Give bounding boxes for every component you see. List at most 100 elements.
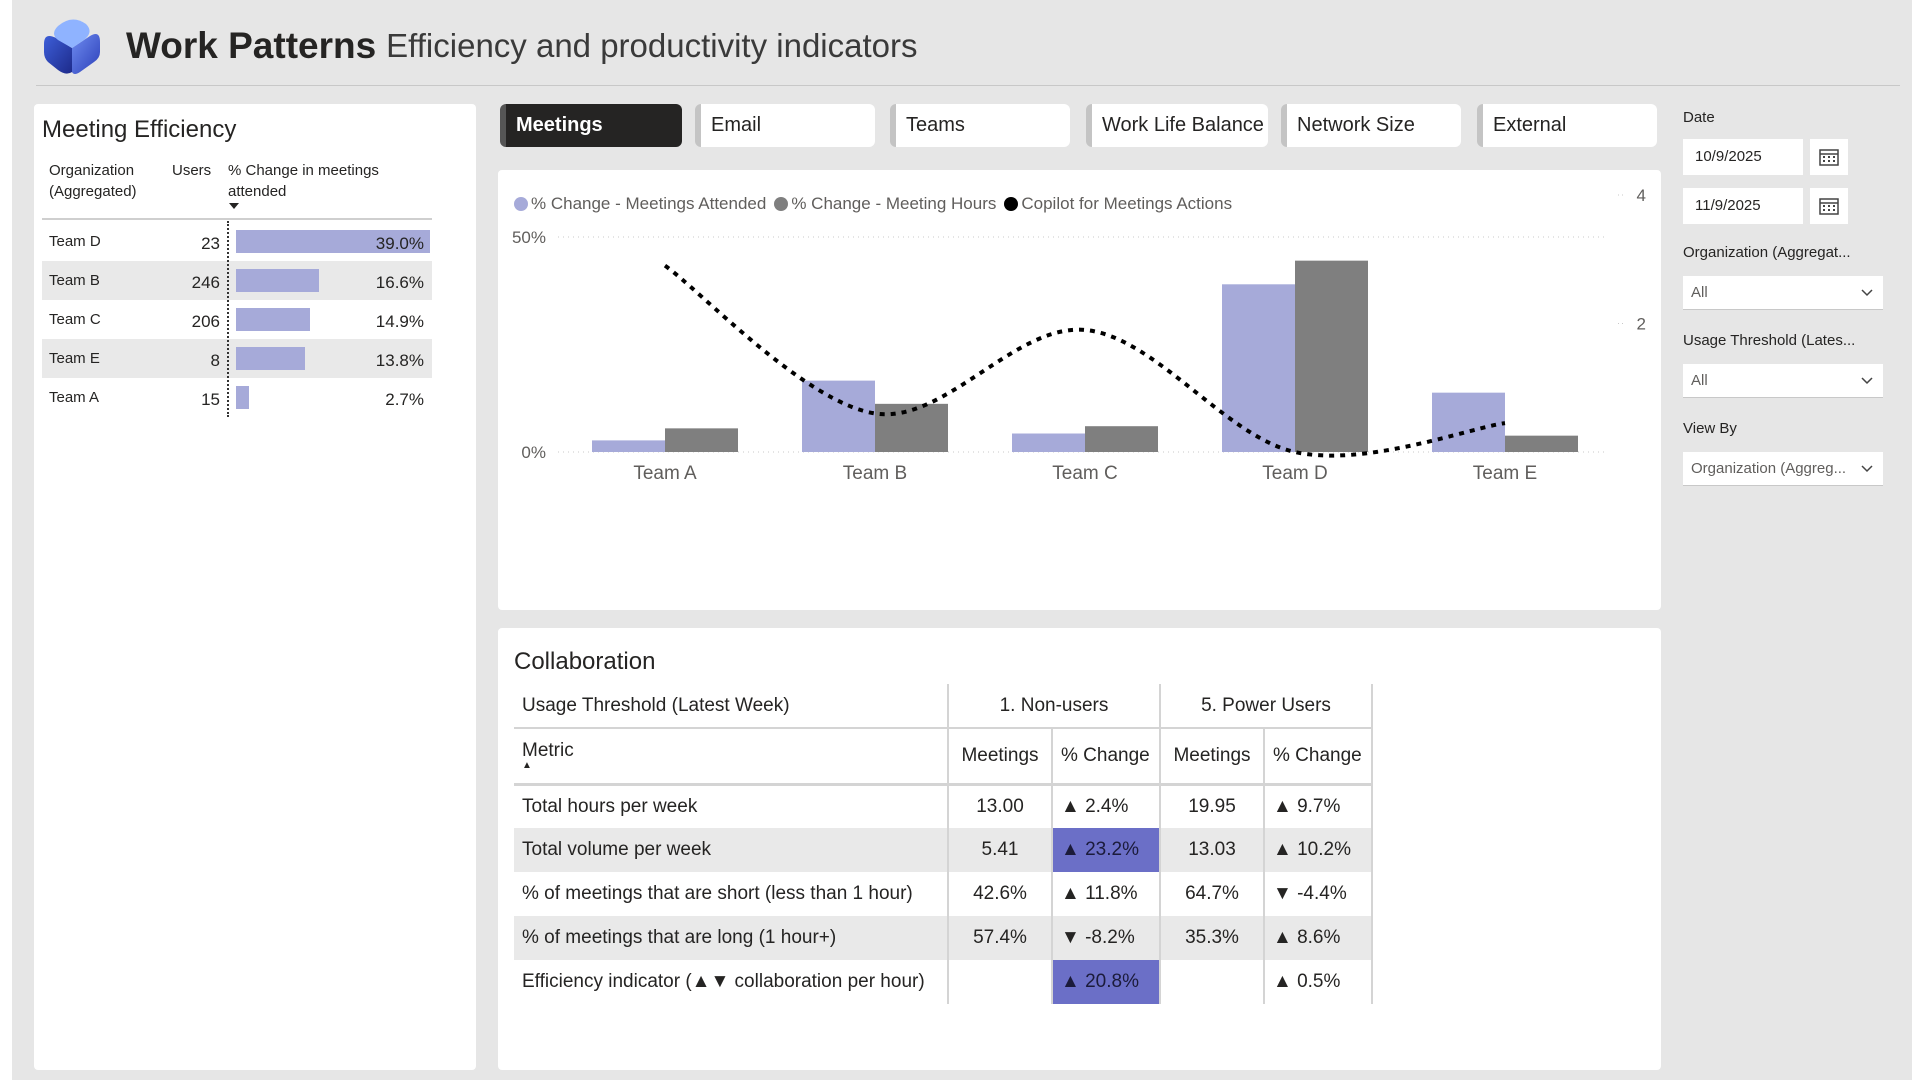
- group-header-powerusers: 5. Power Users: [1160, 684, 1373, 729]
- meetings-header-2[interactable]: Meetings: [1160, 728, 1265, 786]
- x-tick-label: Team A: [633, 463, 697, 484]
- metric-cell: Total hours per week: [514, 784, 949, 828]
- powerusers-change-cell: ▲ 9.7%: [1264, 784, 1373, 828]
- table-row[interactable]: % of meetings that are short (less than …: [514, 872, 1373, 916]
- change-header-1[interactable]: % Change: [1052, 728, 1161, 786]
- table-row[interactable]: Team B 246 16.6%: [42, 261, 432, 300]
- bar-meetings-attended[interactable]: [1222, 284, 1295, 452]
- powerusers-meetings-cell: [1160, 960, 1265, 1004]
- change-bar[interactable]: [236, 230, 430, 253]
- table-row[interactable]: Team C 206 14.9%: [42, 300, 432, 339]
- metric-cell: Efficiency indicator (▲▼ collaboration p…: [514, 960, 949, 1004]
- col-header-change[interactable]: % Change in meetings attended: [228, 162, 379, 200]
- change-header-2[interactable]: % Change: [1264, 728, 1373, 786]
- metric-cell: Total volume per week: [514, 828, 949, 872]
- bar-meeting-hours[interactable]: [1085, 426, 1158, 452]
- sort-asc-icon[interactable]: ▲: [522, 760, 532, 772]
- tab-network-size[interactable]: Network Size: [1281, 104, 1461, 147]
- y2-tick-label: 2: [1637, 315, 1646, 334]
- powerusers-change-cell: ▲ 0.5%: [1264, 960, 1373, 1004]
- date-start-input[interactable]: 10/9/2025: [1683, 139, 1803, 175]
- page-subtitle: Efficiency and productivity indicators: [386, 27, 918, 64]
- page-title: Work Patterns: [126, 25, 377, 66]
- nonusers-change-cell: ▲ 11.8%: [1052, 872, 1161, 916]
- legend-dot-icon: [774, 197, 789, 211]
- collaboration-title: Collaboration: [514, 648, 656, 675]
- chart-legend: % Change - Meetings Attended % Change - …: [514, 194, 1232, 214]
- nonusers-change-cell: ▲ 2.4%: [1052, 784, 1161, 828]
- team-name: Team B: [49, 272, 100, 289]
- tab-external[interactable]: External: [1477, 104, 1657, 147]
- team-name: Team E: [49, 350, 100, 367]
- combo-chart: 0% 50% 2 4 Team A Team B Team C Team D Team E: [512, 186, 1646, 484]
- powerusers-meetings-cell: 13.03: [1160, 828, 1265, 872]
- powerusers-change-cell: ▲ 10.2%: [1264, 828, 1373, 872]
- user-count: 23: [201, 234, 220, 253]
- tab-email[interactable]: Email: [695, 104, 875, 147]
- viewby-filter-label: View By: [1683, 420, 1737, 437]
- bar-axis-line: [227, 221, 229, 417]
- team-name: Team C: [49, 311, 101, 328]
- user-count: 15: [201, 390, 220, 409]
- team-name: Team D: [49, 233, 101, 250]
- collaboration-matrix: Usage Threshold (Latest Week) 1. Non-use…: [514, 684, 1373, 1004]
- threshold-header: Usage Threshold (Latest Week): [514, 684, 949, 729]
- viewby-filter-dropdown[interactable]: Organization (Aggreg...: [1683, 452, 1883, 486]
- bar-meetings-attended[interactable]: [1432, 392, 1505, 452]
- report-header: Work Patterns Efficiency and productivit…: [36, 8, 918, 84]
- table-row[interactable]: Efficiency indicator (▲▼ collaboration p…: [514, 960, 1373, 1004]
- nonusers-change-cell: ▲ 23.2%: [1052, 828, 1161, 872]
- bar-meetings-attended[interactable]: [1012, 433, 1085, 452]
- table-row[interactable]: Team D 23 39.0%: [42, 222, 432, 261]
- nonusers-meetings-cell: 42.6%: [948, 872, 1053, 916]
- bar-meeting-hours[interactable]: [665, 428, 738, 452]
- bar-meeting-hours[interactable]: [1505, 435, 1578, 452]
- nonusers-change-cell: ▼ -8.2%: [1052, 916, 1161, 960]
- date-end-input[interactable]: 11/9/2025: [1683, 188, 1803, 224]
- change-bar[interactable]: [236, 386, 250, 409]
- table-row[interactable]: Team A 15 2.7%: [42, 378, 432, 417]
- org-filter-dropdown[interactable]: All: [1683, 276, 1883, 310]
- bar-meetings-attended[interactable]: [802, 380, 875, 452]
- nonusers-meetings-cell: 13.00: [948, 784, 1053, 828]
- tab-teams[interactable]: Teams: [890, 104, 1070, 147]
- team-name: Team A: [49, 389, 100, 406]
- legend-item-copilot[interactable]: Copilot for Meetings Actions: [1004, 194, 1232, 214]
- legend-item-hours[interactable]: % Change - Meeting Hours: [774, 194, 996, 214]
- viva-insights-logo-icon: [44, 19, 100, 74]
- chevron-down-icon: [1861, 289, 1873, 297]
- powerusers-change-cell: ▲ 8.6%: [1264, 916, 1373, 960]
- powerusers-meetings-cell: 64.7%: [1160, 872, 1265, 916]
- bar-meeting-hours[interactable]: [1295, 260, 1368, 452]
- nonusers-change-cell: ▲ 20.8%: [1052, 960, 1161, 1004]
- tab-work-life-balance[interactable]: Work Life Balance: [1086, 104, 1268, 147]
- group-header-nonusers: 1. Non-users: [948, 684, 1161, 729]
- calendar-icon[interactable]: [1810, 139, 1848, 175]
- sort-desc-icon[interactable]: [228, 202, 240, 210]
- col-header-users[interactable]: Users: [172, 162, 212, 179]
- x-tick-label: Team C: [1052, 463, 1117, 484]
- powerusers-change-cell: ▼ -4.4%: [1264, 872, 1373, 916]
- calendar-icon[interactable]: [1810, 188, 1848, 224]
- change-bar[interactable]: [236, 308, 311, 331]
- table-row[interactable]: Total volume per week 5.41 ▲ 23.2% 13.03 ▲ 1…: [514, 828, 1373, 872]
- table-row[interactable]: % of meetings that are long (1 hour+) 57.…: [514, 916, 1373, 960]
- change-bar[interactable]: [236, 347, 305, 370]
- legend-item-attended[interactable]: % Change - Meetings Attended: [514, 194, 766, 214]
- meetings-header-1[interactable]: Meetings: [948, 728, 1053, 786]
- col-header-org[interactable]: Organization (Aggregated): [49, 162, 137, 200]
- table-row[interactable]: Team E 8 13.8%: [42, 339, 432, 378]
- chevron-down-icon: [1861, 377, 1873, 385]
- threshold-filter-value: All: [1691, 372, 1708, 389]
- table-row[interactable]: Total hours per week 13.00 ▲ 2.4% 19.95 ▲ 9.…: [514, 784, 1373, 828]
- metric-header[interactable]: Metric ▲: [514, 728, 949, 786]
- bar-meeting-hours[interactable]: [875, 403, 948, 452]
- tab-meetings[interactable]: Meetings: [500, 104, 682, 147]
- threshold-filter-label: Usage Threshold (Lates...: [1683, 332, 1856, 349]
- org-filter-label: Organization (Aggregat...: [1683, 244, 1851, 261]
- threshold-filter-dropdown[interactable]: All: [1683, 364, 1883, 398]
- powerusers-meetings-cell: 35.3%: [1160, 916, 1265, 960]
- change-value: 16.6%: [375, 273, 424, 292]
- change-bar[interactable]: [236, 269, 319, 292]
- bar-meetings-attended[interactable]: [592, 440, 665, 452]
